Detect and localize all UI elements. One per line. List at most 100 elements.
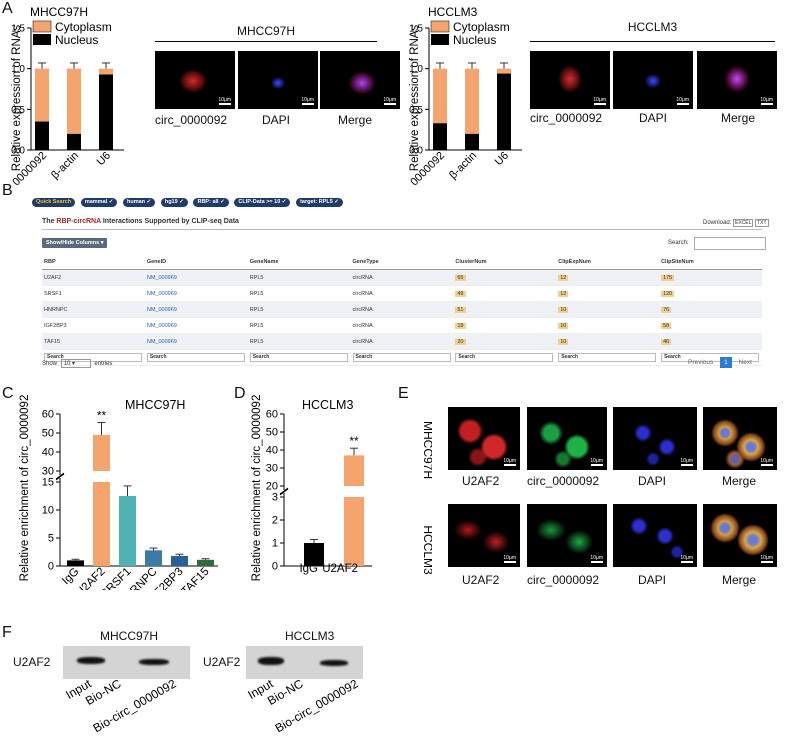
image-label-circ: circ_0000092	[527, 573, 600, 587]
download-excel-button[interactable]: EXCEL	[733, 219, 754, 227]
legend-label-cytoplasm: Cytoplasm	[453, 20, 510, 34]
y-tick-label: 3	[272, 492, 278, 504]
table-cell[interactable]: NM_000969	[144, 301, 248, 318]
filter-human[interactable]: human ✓	[122, 198, 156, 207]
y-tick-label: 1	[272, 538, 278, 550]
table-cell[interactable]: NM_000969	[144, 269, 248, 286]
table-cell: 12	[556, 285, 660, 302]
title-rule	[155, 41, 377, 42]
table-cell: 18	[453, 317, 557, 334]
y-tick-label: 40	[266, 445, 278, 457]
page-1-button[interactable]: 1	[720, 357, 732, 368]
legend: Cytoplasm Nucleus	[32, 20, 112, 47]
blot-title: MHCC97H	[100, 629, 159, 643]
table-cell: 58	[659, 317, 762, 334]
panel-c-label: C	[2, 385, 14, 402]
bar-igg	[304, 543, 324, 566]
panel-a-label: A	[2, 0, 13, 17]
bar-cytoplasm	[433, 68, 447, 124]
title-divider	[42, 229, 762, 230]
protein-label: U2AF2	[13, 655, 51, 669]
band-bio-circ	[320, 660, 348, 666]
bar-u2af2-lower	[93, 482, 110, 566]
previous-button[interactable]: Previous	[688, 359, 714, 366]
table-cell[interactable]: NM_000969	[144, 317, 248, 334]
micrograph-merge: 10μm	[703, 504, 777, 567]
micrograph-circ-red: 10μm	[530, 51, 610, 109]
table-cell: 76	[659, 301, 762, 318]
column-search-input[interactable]: Search	[352, 353, 451, 362]
legend-swatch-cytoplasm	[32, 20, 52, 33]
significance-marker: **	[349, 434, 359, 448]
x-tick-label: SRSF1	[99, 566, 134, 590]
column-search-input[interactable]: Search	[661, 353, 760, 362]
y-tick-label: 60	[266, 409, 278, 421]
table-cell: circRNA	[350, 333, 454, 350]
table-cell[interactable]: NM_000969	[144, 333, 248, 350]
table-cell: 51	[453, 301, 557, 318]
row-label-mhcc97h: MHCC97H	[421, 421, 432, 479]
image-label-u2af2: U2AF2	[462, 474, 500, 488]
y-tick-label: 15	[42, 477, 54, 489]
micrograph-dapi: 10μm	[613, 504, 697, 567]
image-label-dapi: DAPI	[638, 573, 667, 587]
column-header-genetype[interactable]: GeneType	[350, 255, 454, 270]
column-search-input[interactable]: Search	[558, 353, 657, 362]
table-row: SRSF1 NM_000969 RPL5 circRNA 49 12 120	[42, 285, 762, 302]
column-header-rbp[interactable]: RBP	[42, 255, 145, 270]
significance-marker: **	[97, 409, 107, 423]
quick-search-button[interactable]: Quick Search	[32, 198, 76, 207]
y-tick-label: 1.0	[11, 64, 25, 75]
table-cell: 46	[659, 333, 762, 350]
page-size-select[interactable]: 10 ▾	[60, 359, 91, 368]
column-search-input[interactable]: Search	[455, 353, 554, 362]
table-cell[interactable]: NM_000969	[144, 285, 248, 302]
bar-u2af2-upper	[93, 434, 110, 471]
column-search-input[interactable]: Search	[249, 353, 348, 362]
column-header-clipexpnum[interactable]: ClipExpNum	[556, 255, 660, 270]
band-input	[77, 657, 105, 664]
table-cell: 49	[453, 285, 557, 302]
lane-labels-left: Input Bio-NC Bio-circ_0000092	[63, 678, 178, 735]
filter-clip-data[interactable]: CLIP-Data >= 10 ✓	[234, 198, 291, 207]
filter-mammal[interactable]: mammal ✓	[80, 198, 118, 207]
column-header-geneid[interactable]: GeneID	[144, 255, 248, 270]
filter-rbp[interactable]: RBP: all ✓	[193, 198, 229, 207]
image-title: MHCC97H	[236, 24, 295, 38]
column-search-input[interactable]: Search	[44, 353, 142, 362]
table-row: TAF15 NM_000969 RPL5 circRNA 20 10 46	[42, 333, 762, 350]
row-label-hcclm3: HCCLM3	[421, 525, 432, 575]
chart-title: HCCLM3	[302, 398, 353, 412]
bar-nucleus	[67, 133, 81, 150]
chart-a-right: HCCLM3 Relative expression of RNAs Cytop…	[398, 5, 522, 185]
micrograph-u2af2: 10μm	[448, 504, 520, 567]
table-cell: 120	[659, 285, 762, 302]
filter-target[interactable]: target: RPL5 ✓	[296, 198, 343, 207]
table-cell: 175	[659, 269, 762, 286]
y-tick-label: 1.5	[409, 24, 423, 35]
bar-nucleus	[433, 123, 447, 150]
bar-u2af2-upper	[344, 455, 364, 486]
y-tick-label: 10	[42, 505, 54, 517]
show-hide-columns-button[interactable]: Show/Hide Columns ▾	[42, 238, 108, 248]
x-tick-label: U6	[95, 150, 113, 168]
band-bio-circ	[139, 659, 169, 665]
filter-hg19[interactable]: hg19 ✓	[160, 198, 188, 207]
search-input[interactable]	[694, 237, 766, 250]
legend-swatch-cytoplasm	[430, 20, 450, 33]
column-header-genename[interactable]: GeneName	[247, 255, 351, 270]
blot-title: HCCLM3	[285, 629, 335, 643]
download-txt-button[interactable]: TXT	[755, 219, 769, 227]
image-label-merge: Merge	[338, 113, 373, 127]
micrograph-merge: 10μm	[697, 51, 777, 109]
table-cell: 10	[556, 301, 660, 318]
legend-label-cytoplasm: Cytoplasm	[55, 20, 112, 34]
column-search-input[interactable]: Search	[146, 353, 245, 362]
next-button[interactable]: Next	[738, 359, 752, 366]
column-header-clusternum[interactable]: ClusterNum	[453, 255, 557, 270]
bar-cytoplasm	[497, 68, 511, 74]
table-cell: circRNA	[350, 317, 454, 334]
y-tick-label: 0	[48, 561, 54, 573]
column-header-clipsitenum[interactable]: ClipSiteNum	[659, 255, 762, 270]
x-tick-label: IgG	[60, 566, 82, 588]
